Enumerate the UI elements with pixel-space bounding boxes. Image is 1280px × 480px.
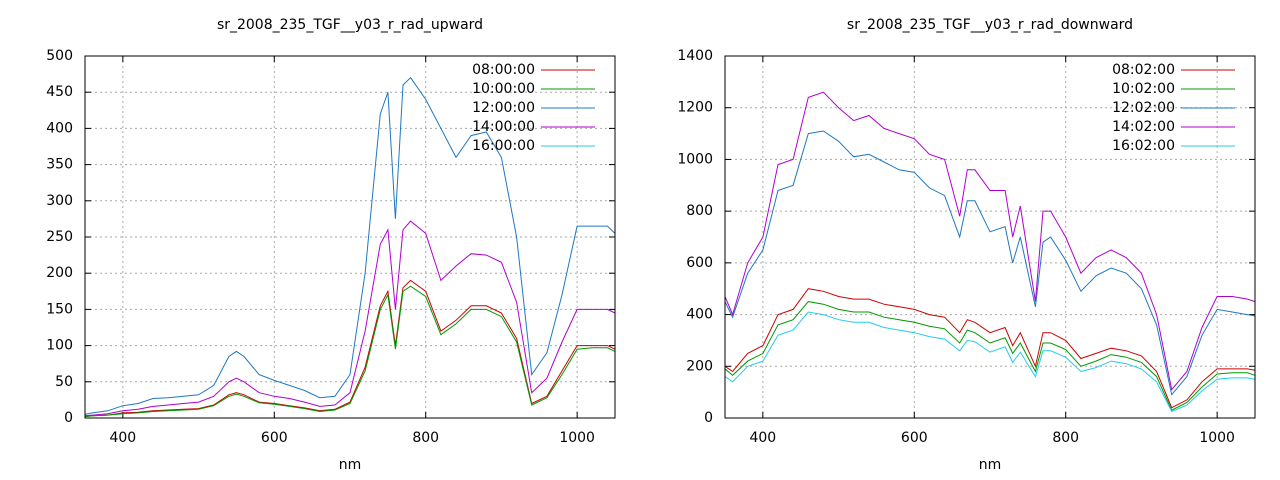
legend-label: 08:02:00 — [1112, 62, 1175, 78]
legend-label: 16:00:00 — [472, 138, 535, 154]
y-tick-label: 450 — [46, 84, 73, 100]
y-tick-label: 500 — [46, 48, 73, 64]
y-tick-label: 300 — [46, 193, 73, 209]
legend-label: 14:02:00 — [1112, 119, 1175, 135]
y-tick-label: 1400 — [677, 48, 713, 64]
series-line — [84, 279, 616, 418]
x-axis-label: nm — [979, 457, 1002, 473]
x-axis-label: nm — [339, 457, 362, 473]
y-tick-label: 200 — [46, 265, 73, 281]
series-line — [724, 91, 1256, 391]
x-tick-label: 1000 — [1199, 430, 1235, 446]
x-tick-label: 400 — [109, 430, 136, 446]
series-line — [84, 220, 616, 417]
x-tick-label: 1000 — [559, 430, 595, 446]
y-tick-label: 0 — [64, 410, 73, 426]
series-line — [724, 130, 1256, 396]
y-tick-label: 0 — [704, 410, 713, 426]
y-tick-label: 1200 — [677, 100, 713, 116]
x-tick-label: 600 — [901, 430, 928, 446]
chart-title: sr_2008_235_TGF__y03_r_rad_downward — [847, 17, 1133, 33]
y-tick-label: 400 — [46, 120, 73, 136]
y-tick-label: 150 — [46, 301, 73, 317]
legend-label: 12:00:00 — [472, 100, 535, 116]
y-tick-label: 350 — [46, 157, 73, 173]
series-line — [724, 301, 1256, 411]
legend-label: 12:02:00 — [1112, 100, 1175, 116]
x-tick-label: 600 — [261, 430, 288, 446]
y-tick-label: 800 — [686, 203, 713, 219]
series-line — [84, 76, 616, 415]
y-tick-label: 50 — [55, 374, 73, 390]
series-line — [724, 288, 1256, 409]
y-tick-label: 600 — [686, 255, 713, 271]
y-tick-label: 200 — [686, 358, 713, 374]
series-line — [724, 311, 1256, 413]
x-tick-label: 400 — [749, 430, 776, 446]
y-tick-label: 1000 — [677, 151, 713, 167]
x-tick-label: 800 — [412, 430, 439, 446]
chart-title: sr_2008_235_TGF__y03_r_rad_upward — [217, 17, 483, 33]
x-tick-label: 800 — [1052, 430, 1079, 446]
plot-frame — [724, 55, 1256, 419]
legend-label: 14:00:00 — [472, 119, 535, 135]
legend-label: 10:00:00 — [472, 81, 535, 97]
y-tick-label: 400 — [686, 307, 713, 323]
legend-label: 16:02:00 — [1112, 138, 1175, 154]
y-tick-label: 100 — [46, 338, 73, 354]
legend-label: 08:00:00 — [472, 62, 535, 78]
series-line — [84, 285, 616, 418]
y-tick-label: 250 — [46, 229, 73, 245]
legend-label: 10:02:00 — [1112, 81, 1175, 97]
plot-frame — [84, 55, 616, 419]
